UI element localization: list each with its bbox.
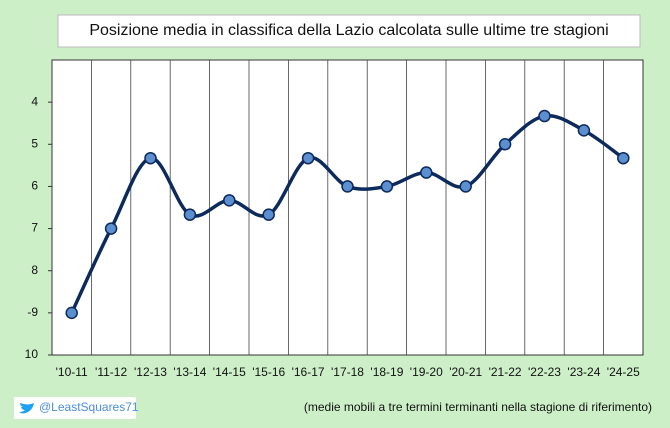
x-tick-label: '20-21 <box>449 365 482 379</box>
title-box <box>57 14 641 48</box>
point <box>538 109 551 123</box>
x-tick-label: '24-25 <box>607 365 640 379</box>
point <box>341 180 354 193</box>
x-tick-label: '12-13 <box>134 365 167 379</box>
x-tick-label: '10-11 <box>56 365 88 379</box>
point <box>223 194 236 207</box>
x-tick-label: '22-23 <box>528 365 561 379</box>
x-tick-label: '11-12 <box>95 365 127 379</box>
x-tick-label: '14-15 <box>213 365 246 379</box>
y-tick-label: -9 <box>27 305 38 319</box>
x-tick-label: '15-16 <box>252 365 285 379</box>
y-tick-label: 6 <box>31 179 38 193</box>
point <box>301 151 315 165</box>
x-tick-label: '16-17 <box>292 365 325 379</box>
twitter-icon <box>19 403 34 414</box>
footnote: (medie mobili a tre termini terminanti n… <box>304 400 652 414</box>
y-tick-label: 5 <box>31 136 38 150</box>
y-tick-label: 10 <box>25 347 39 361</box>
point <box>617 151 630 165</box>
plot-area <box>51 59 644 356</box>
chart-title: Posizione media in classifica della Lazi… <box>89 22 608 39</box>
point <box>498 138 512 151</box>
point <box>104 222 118 235</box>
x-tick-label: '17-18 <box>331 365 364 379</box>
x-tick-label: '18-19 <box>370 365 403 379</box>
point <box>459 180 472 193</box>
x-tick-label: '19-20 <box>410 365 443 379</box>
x-tick-label: '23-24 <box>567 365 600 379</box>
x-tick-label: '21-22 <box>489 365 522 379</box>
point <box>144 151 157 165</box>
point <box>420 166 433 179</box>
point <box>380 180 394 193</box>
point <box>65 306 78 320</box>
y-tick-label: 8 <box>31 263 38 277</box>
y-tick-label: 7 <box>31 221 38 235</box>
point <box>577 124 591 137</box>
y-tick-label: 4 <box>31 94 38 108</box>
point <box>183 208 197 221</box>
x-tick-label: '13-14 <box>173 365 206 379</box>
twitter-handle: @LeastSquares71 <box>39 400 139 414</box>
twitter-badge <box>14 397 136 419</box>
point <box>262 208 275 221</box>
